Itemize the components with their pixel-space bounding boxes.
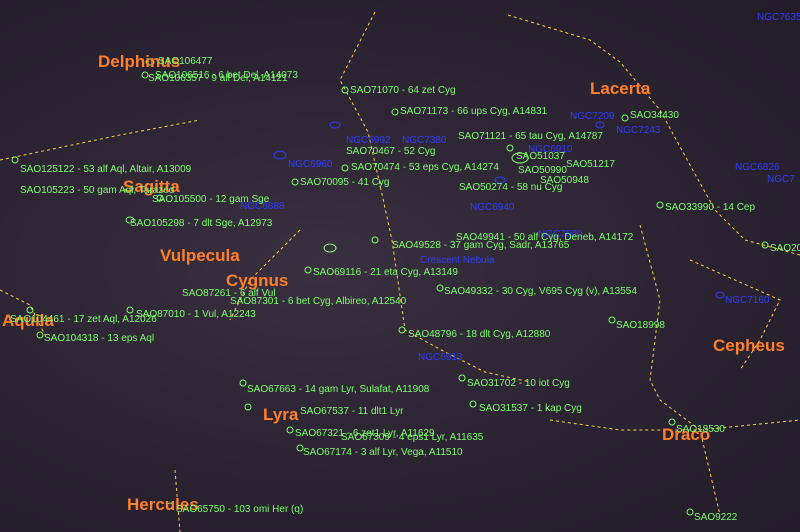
deep-sky-label: NGC7 — [767, 174, 795, 185]
deep-sky-label: NGC7635 — [757, 12, 800, 23]
deep-sky-label: NGC6940 — [470, 202, 515, 213]
star-label: SAO87261 - 6 alf Vul — [182, 288, 276, 299]
constellation-vulpecula: Vulpecula — [160, 246, 240, 265]
star-label: SAO49332 - 30 Cyg, V695 Cyg (v), A13554 — [444, 286, 637, 297]
constellation-hercules: Hercules — [127, 495, 199, 514]
deep-sky-label: NGC6960 — [288, 159, 333, 170]
star-label: SAO50274 - 58 nu Cyg — [459, 182, 563, 193]
deep-sky-label: NGC7209 — [570, 111, 615, 122]
star-label: SAO67321 - 6 zet1 Lyr, A11629 — [295, 428, 435, 439]
star-label: SAO71121 - 65 tau Cyg, A14787 — [458, 131, 603, 142]
star-label: SAO31702 - 10 iot Cyg — [467, 378, 570, 389]
star-label: SAO105298 - 7 dlt Sge, A12973 — [130, 218, 273, 229]
deep-sky-label: NGC6992 — [346, 135, 391, 146]
star-label: SAO9222 — [694, 512, 738, 523]
star-label: SAO51217 — [566, 159, 615, 170]
star-label: SAO87301 - 6 bet Cyg, Albireo, A12540 — [230, 296, 407, 307]
star-label: SAO70467 - 52 Cyg — [346, 146, 436, 157]
deep-sky-label: NGC7000 — [538, 229, 583, 240]
constellation-cepheus: Cepheus — [713, 336, 785, 355]
star-label: SAO20 — [770, 243, 800, 254]
star-label: SAO49528 - 37 gam Cyg, Sadr, A13765 — [392, 240, 570, 251]
star-label: SAO67309 - 4 eps1 Lyr, A11635 — [341, 432, 484, 443]
deep-sky-label: NGC6826 — [735, 162, 780, 173]
star-label: SAO67537 - 11 dlt1 Lyr — [300, 406, 404, 417]
constellation-delphinus: Delphinus — [98, 52, 181, 71]
star-label: SAO106357 - 9 alf Del, A14121 — [148, 73, 288, 84]
star-label: SAO106516 - 6 bet Del, A14073 — [155, 70, 298, 81]
star-label: SAO105223 - 50 gam Aql, Tarazed — [20, 185, 175, 196]
star-label: SAO33990 - 14 Cep — [665, 202, 756, 213]
star-label: SAO31537 - 1 kap Cyg — [479, 403, 582, 414]
deep-sky-label: NGC7243 — [616, 125, 661, 136]
star-label: SAO50990 — [518, 165, 567, 176]
star-label: SAO104461 - 17 zet Aql, A12026 — [10, 314, 157, 325]
star-label: SAO67663 - 14 gam Lyr, Sulafat, A11908 — [247, 384, 430, 395]
star-label: SAO65750 - 103 omi Her (q) — [176, 504, 304, 515]
star-label: SAO106477 — [158, 56, 213, 67]
star-label: SAO125122 - 53 alf Aql, Altair, A13009 — [20, 164, 192, 175]
deep-sky-label: NGC7380 — [402, 135, 447, 146]
star-label: SAO87010 - 1 Vul, A12243 — [136, 309, 256, 320]
deep-sky-label: NGC6913 — [418, 352, 463, 363]
star-label: SAO18530 — [676, 424, 725, 435]
star-label: SAO50948 — [540, 175, 589, 186]
constellation-cygnus: Cygnus — [226, 271, 289, 290]
star-label: SAO49941 - 50 alf Cyg, Deneb, A14172 — [456, 232, 634, 243]
star-label: SAO104318 - 13 eps Aql — [44, 333, 155, 344]
deep-sky-label: Crescent Nebula — [420, 255, 495, 266]
star-label: SAO69116 - 21 eta Cyg, A13149 — [313, 267, 458, 278]
constellation-lacerta: Lacerta — [590, 79, 651, 98]
star-label: SAO70095 - 41 Cyg — [300, 177, 390, 188]
star-label: SAO18998 — [616, 320, 665, 331]
constellation-sagitta: Sagitta — [123, 177, 180, 196]
star-label: SAO105500 - 12 gam Sge — [152, 194, 270, 205]
star-label: SAO51037 — [516, 151, 565, 162]
star-label: SAO71173 - 66 ups Cyg, A14831 — [400, 106, 548, 117]
star-label: SAO48796 - 18 dlt Cyg, A12880 — [408, 329, 551, 340]
constellation-aquila: Aquila — [2, 311, 54, 330]
star-label: SAO34430 — [630, 110, 679, 121]
constellation-lyra: Lyra — [263, 405, 299, 424]
star-label: SAO70474 - 53 eps Cyg, A14274 — [351, 162, 499, 173]
deep-sky-label: NGC6910 — [528, 144, 573, 155]
deep-sky-label: NGC6888 — [240, 201, 285, 212]
star-label: SAO67174 - 3 alf Lyr, Vega, A11510 — [303, 447, 463, 458]
deep-sky-label: NGC7160 — [725, 295, 770, 306]
star-label: SAO71070 - 64 zet Cyg — [350, 85, 456, 96]
constellation-draco: Draco — [662, 425, 711, 444]
